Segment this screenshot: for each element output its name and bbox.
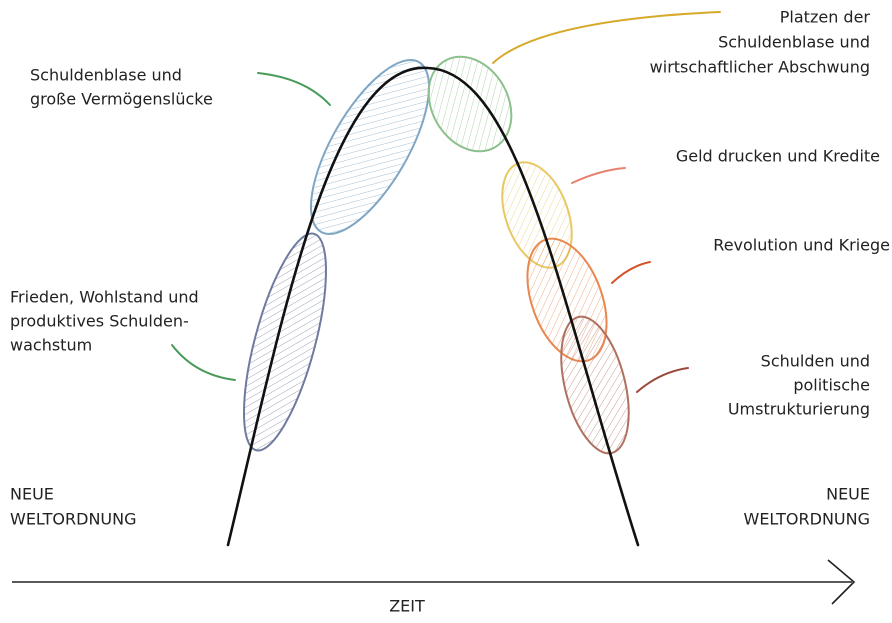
stage-label: Umstrukturierung [728, 400, 870, 419]
stage-label: produktives Schulden- [10, 312, 189, 331]
stage-ellipse [427, 55, 513, 153]
stage-label: Schulden und [761, 352, 870, 371]
pointer-stroke [257, 72, 331, 106]
stage-ellipse [309, 59, 431, 235]
stage-label: politische [793, 376, 870, 395]
stage-label: Revolution und Kriege [713, 236, 890, 255]
stage-label: Schuldenblase und [30, 66, 182, 85]
pointer-stroke [571, 167, 626, 184]
axis-label: ZEIT [389, 597, 425, 616]
stage-label: wirtschaftlicher Abschwung [650, 58, 870, 77]
stage-ellipse [243, 232, 327, 452]
axis-arrowhead [827, 559, 856, 605]
pointer-stroke [636, 367, 689, 393]
stage-label: Geld drucken und Kredite [676, 147, 880, 166]
pointer-stroke [492, 11, 721, 64]
end-label: WELTORDNUNG [744, 510, 871, 529]
stage-label: Schuldenblase und [718, 33, 870, 52]
pointer-stroke [171, 344, 236, 381]
end-label: NEUE [826, 485, 870, 504]
stage-ellipse [560, 315, 630, 455]
stage-label: wachstum [10, 336, 92, 355]
pointer-stroke [611, 261, 651, 284]
end-label: NEUE [10, 485, 54, 504]
cycle-curve [226, 66, 640, 547]
stage-label: Frieden, Wohlstand und [10, 288, 199, 307]
stage-label: große Vermögenslücke [30, 90, 213, 109]
stage-label: Platzen der [780, 8, 871, 27]
end-label: WELTORDNUNG [10, 510, 137, 529]
